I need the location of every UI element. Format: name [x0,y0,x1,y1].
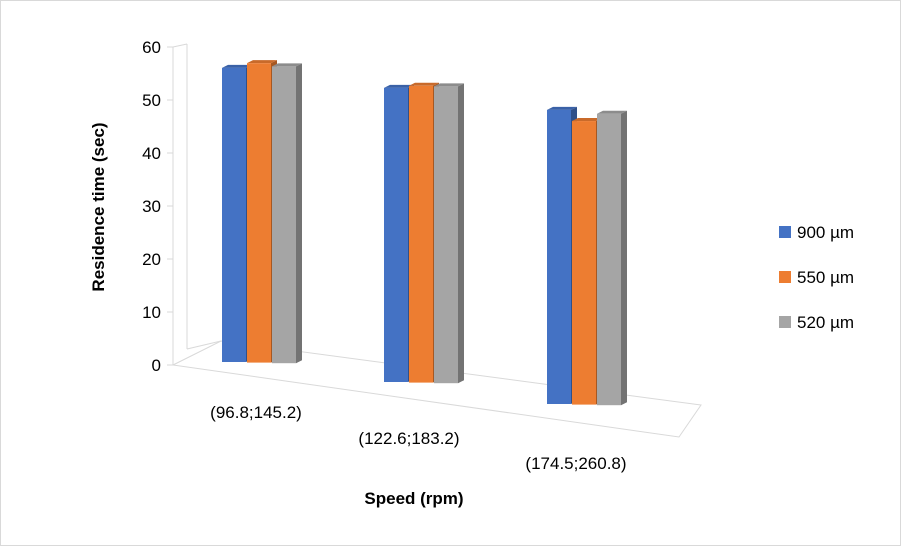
y-tick-label: 50 [142,91,161,110]
bar [434,86,458,384]
legend-swatch [779,316,791,328]
legend-swatch [779,271,791,283]
bar-side [621,110,627,406]
legend: 900 µm 550 µm 520 µm [779,223,854,332]
bars [222,60,627,406]
bar [272,66,296,364]
y-tick-label: 10 [142,303,161,322]
bar-top [247,60,277,64]
y-tick-label: 20 [142,250,161,269]
y-tick-label: 30 [142,197,161,216]
x-axis-title: Speed (rpm) [364,489,463,508]
axis-labels: Residence time (sec) Speed (rpm) [89,122,464,508]
bar [409,85,433,383]
x-tick-label: (174.5;260.8) [525,454,626,473]
y-tick-label: 60 [142,38,161,57]
y-tick-label: 0 [152,356,161,375]
bar-top [434,83,464,87]
bar-side [458,83,464,384]
legend-swatch [779,226,791,238]
bar [384,87,408,382]
bar [572,121,596,405]
bar-top [272,63,302,67]
bar-top [547,106,577,110]
floor-plane [171,340,702,438]
legend-label: 550 µm [797,268,854,287]
y-axis-title: Residence time (sec) [89,122,108,291]
wall-top-edge [172,43,188,48]
bar [597,113,621,406]
floor-back-edge [186,340,222,350]
bar [547,109,571,404]
bar [222,67,246,362]
x-tick-label: (122.6;183.2) [358,429,459,448]
bar-top [384,84,414,88]
axes: 0 10 20 30 40 50 60 (96.8;145.2) (122.6;183.2) (1… [142,38,702,473]
bar [247,63,271,363]
bar-top [572,118,602,122]
y-tick-label: 40 [142,144,161,163]
bar-side [296,63,302,364]
bar-top [222,64,252,68]
bar-top [597,110,627,114]
x-tick-label: (96.8;145.2) [210,403,302,422]
bar-top [409,82,439,86]
legend-label: 900 µm [797,223,854,242]
legend-label: 520 µm [797,313,854,332]
